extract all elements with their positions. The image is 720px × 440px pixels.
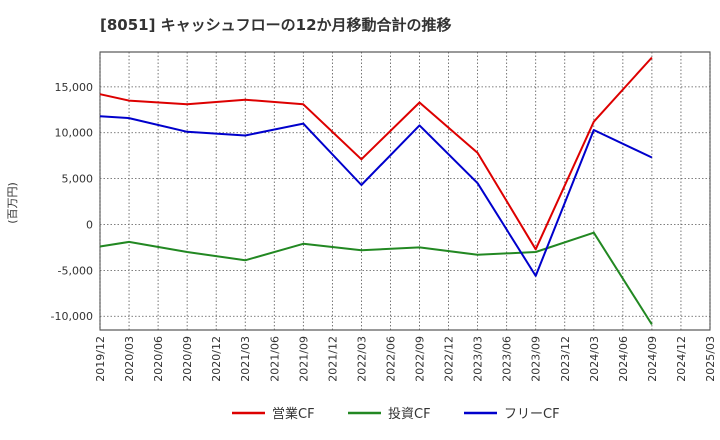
y-tick-label: 10,000 bbox=[55, 127, 94, 140]
y-tick-label: -10,000 bbox=[51, 310, 93, 323]
x-tick-label: 2023/03 bbox=[472, 336, 485, 382]
x-tick-label: 2020/09 bbox=[181, 336, 194, 382]
x-tick-label: 2024/09 bbox=[646, 336, 659, 382]
x-tick-label: 2021/03 bbox=[239, 336, 252, 382]
y-tick-label: 15,000 bbox=[55, 81, 94, 94]
x-tick-label: 2023/06 bbox=[501, 336, 514, 382]
y-tick-label: 0 bbox=[86, 218, 93, 231]
x-tick-label: 2024/12 bbox=[675, 336, 688, 382]
x-tick-label: 2024/03 bbox=[588, 336, 601, 382]
x-axis: 2019/12 2020/03 2020/06 2020/09 2020/12 2021/… bbox=[94, 336, 717, 382]
x-tick-label: 2020/03 bbox=[123, 336, 136, 382]
series-layer bbox=[99, 56, 653, 326]
chart-title: [8051] キャッシュフローの12か月移動合計の推移 bbox=[100, 16, 452, 34]
x-tick-label: 2022/06 bbox=[384, 336, 397, 382]
y-tick-label: 5,000 bbox=[62, 173, 94, 186]
x-tick-label: 2022/03 bbox=[355, 336, 368, 382]
x-tick-label: 2025/03 bbox=[704, 336, 717, 382]
x-tick-label: 2023/09 bbox=[530, 336, 543, 382]
y-axis: -10,000 -5,000 0 5,000 10,000 15,000 bbox=[51, 81, 93, 323]
x-tick-label: 2022/09 bbox=[414, 336, 427, 382]
y-axis-title: (百万円) bbox=[6, 182, 19, 224]
series-line-3 bbox=[99, 115, 653, 277]
x-tick-label: 2019/12 bbox=[94, 336, 107, 382]
legend-label-3: フリーCF bbox=[504, 407, 560, 422]
legend-label-2: 投資CF bbox=[388, 406, 431, 422]
legend: 営業CF 投資CF フリーCF bbox=[232, 406, 560, 422]
grid-layer bbox=[99, 52, 711, 330]
series-line-1 bbox=[99, 56, 653, 251]
x-tick-label: 2023/12 bbox=[559, 336, 572, 382]
x-tick-label: 2020/12 bbox=[210, 336, 223, 382]
x-tick-label: 2020/06 bbox=[152, 336, 165, 382]
x-tick-label: 2021/09 bbox=[297, 336, 310, 382]
series-line-2 bbox=[99, 231, 653, 326]
x-tick-label: 2024/06 bbox=[617, 336, 630, 382]
x-tick-label: 2022/12 bbox=[443, 336, 456, 382]
y-tick-label: -5,000 bbox=[58, 264, 93, 277]
x-tick-label: 2021/12 bbox=[326, 336, 339, 382]
legend-label-1: 営業CF bbox=[272, 406, 315, 422]
plot-area bbox=[99, 51, 711, 331]
x-tick-label: 2021/06 bbox=[268, 336, 281, 382]
